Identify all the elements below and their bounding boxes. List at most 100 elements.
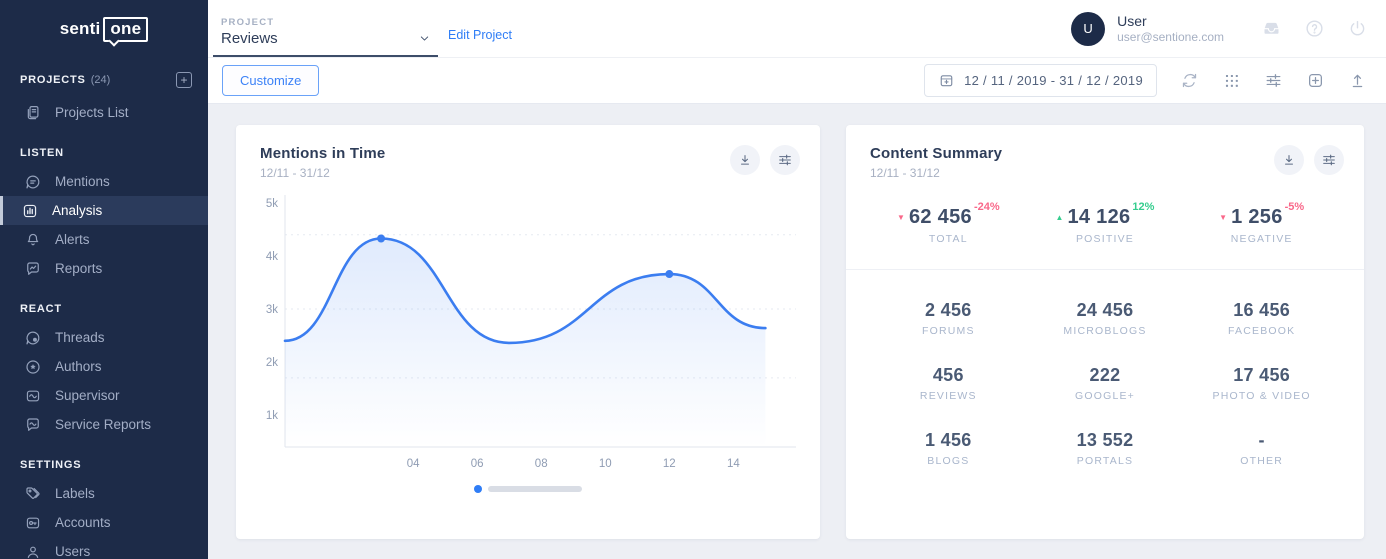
sidebar-item-accounts[interactable]: Accounts	[0, 508, 208, 537]
add-project-button[interactable]: +	[176, 72, 192, 88]
user-area[interactable]: U User user@sentione.com	[1071, 0, 1224, 57]
summary-stat-negative: ▼ 1 256 -5% NEGATIVE	[1183, 201, 1340, 245]
chart-marker[interactable]	[377, 234, 386, 243]
supervisor-icon	[23, 386, 42, 405]
stat-change: -24%	[973, 201, 1000, 213]
sidebar-item-label: Accounts	[55, 515, 111, 530]
sidebar-item-authors[interactable]: Authors	[0, 352, 208, 381]
sidebar-item-label: Analysis	[52, 203, 103, 218]
sidebar-item-service-reports[interactable]: Service Reports	[0, 410, 208, 439]
trend-down-icon: ▼	[1219, 213, 1228, 222]
cell-value: -	[1258, 430, 1265, 450]
project-selector-value: Reviews	[221, 30, 278, 47]
y-tick-label: 2k	[266, 357, 278, 369]
sidebar-item-alerts[interactable]: Alerts	[0, 225, 208, 254]
summary-cell-microblogs: 24 456 MICROBLOGS	[1027, 300, 1184, 337]
download-icon	[737, 152, 753, 168]
stat-value: 14 126	[1067, 206, 1131, 228]
add-widget-icon[interactable]	[1305, 70, 1326, 91]
sidebar-item-users[interactable]: Users	[0, 537, 208, 559]
sliders-icon	[777, 152, 793, 168]
chart-marker[interactable]	[665, 270, 674, 279]
cell-label: FACEBOOK	[1227, 325, 1296, 337]
summary-stats-row: ▼ 62 456 -24% TOTAL ▲ 14 126 12% POSITIVE ▼ 1 256…	[846, 180, 1364, 245]
projects-list-icon	[23, 103, 42, 122]
pagination-dot[interactable]	[474, 485, 482, 493]
sidebar-item-threads[interactable]: Threads	[0, 323, 208, 352]
sidebar-item-analysis[interactable]: Analysis	[0, 196, 208, 225]
sidebar-item-label: Labels	[55, 486, 95, 501]
download-icon	[1281, 152, 1297, 168]
alerts-icon	[23, 230, 42, 249]
date-range-picker[interactable]: 12 / 11 / 2019 - 31 / 12 / 2019	[924, 64, 1157, 97]
sidebar-item-labels[interactable]: Labels	[0, 479, 208, 508]
sidebar-section-settings: SETTINGS	[20, 459, 82, 471]
logo-row: senti one	[0, 0, 208, 58]
stat-change: 12%	[1132, 201, 1155, 213]
project-selector[interactable]: PROJECT Reviews	[213, 0, 438, 57]
grid-view-icon[interactable]	[1221, 70, 1242, 91]
chart-settings-button[interactable]	[770, 145, 800, 175]
stat-change: -5%	[1284, 201, 1305, 213]
date-range-value: 12 / 11 / 2019 - 31 / 12 / 2019	[964, 73, 1143, 88]
x-tick-label: 06	[471, 458, 484, 470]
avatar[interactable]: U	[1071, 11, 1106, 46]
projects-header: PROJECTS (24) +	[0, 58, 208, 98]
pagination-track[interactable]	[488, 486, 582, 492]
sidebar-item-projects-list[interactable]: Projects List	[0, 98, 208, 127]
edit-project-link[interactable]: Edit Project	[448, 27, 512, 42]
mentions-card-subtitle: 12/11 - 31/12	[260, 166, 330, 180]
cell-value: 13 552	[1076, 430, 1134, 450]
summary-cell-photo-video: 17 456 PHOTO & VIDEO	[1183, 365, 1340, 402]
user-name: User	[1117, 13, 1147, 29]
cell-value: 456	[932, 365, 964, 385]
download-button[interactable]	[730, 145, 760, 175]
x-tick-label: 04	[407, 458, 420, 470]
summary-cell-google: 222 GOOGLE+	[1027, 365, 1184, 402]
cell-value: 24 456	[1076, 300, 1134, 320]
project-selector-label: PROJECT	[221, 17, 275, 28]
summary-card-title: Content Summary	[870, 145, 1003, 162]
stat-top: ▼ 1 256 -5%	[1219, 201, 1304, 229]
stat-label: POSITIVE	[1075, 233, 1134, 245]
summary-settings-button[interactable]	[1314, 145, 1344, 175]
stat-value: 62 456	[908, 206, 972, 228]
trend-down-icon: ▼	[897, 213, 905, 222]
summary-cell-blogs: 1 456 BLOGS	[870, 430, 1027, 467]
refresh-icon[interactable]	[1179, 70, 1200, 91]
x-tick-label: 08	[535, 458, 548, 470]
cell-label: FORUMS	[921, 325, 975, 337]
topbar-spacer	[512, 0, 1071, 57]
sidebar-item-mentions[interactable]: Mentions	[0, 167, 208, 196]
inbox-icon[interactable]	[1260, 18, 1282, 40]
sliders-icon	[1321, 152, 1337, 168]
sidebar-item-supervisor[interactable]: Supervisor	[0, 381, 208, 410]
sidebar: senti one PROJECTS (24) + Projects List L…	[0, 0, 208, 559]
download-button[interactable]	[1274, 145, 1304, 175]
sidebar-item-label: Projects List	[55, 105, 129, 120]
export-icon[interactable]	[1347, 70, 1368, 91]
mentions-in-time-card: Mentions in Time 12/11 - 31/12 5k 4k 3k 2k 1…	[236, 125, 820, 539]
cell-value: 16 456	[1233, 300, 1291, 320]
summary-grid: 2 456 FORUMS 24 456 MICROBLOGS 16 456 FACEBOO…	[846, 270, 1364, 467]
y-tick-label: 1k	[266, 410, 278, 422]
accounts-icon	[23, 513, 42, 532]
summary-stat-positive: ▲ 14 126 12% POSITIVE	[1027, 201, 1184, 245]
mentions-card-titles: Mentions in Time 12/11 - 31/12	[260, 145, 385, 180]
cell-label: MICROBLOGS	[1063, 325, 1147, 337]
customize-button[interactable]: Customize	[222, 65, 320, 96]
mentions-card-actions	[730, 145, 800, 175]
y-tick-label: 5k	[266, 198, 278, 210]
chart-line	[283, 237, 767, 345]
user-info: User user@sentione.com	[1117, 13, 1224, 44]
cell-value: 17 456	[1233, 365, 1291, 385]
power-icon[interactable]	[1346, 18, 1368, 40]
sidebar-item-reports[interactable]: Reports	[0, 254, 208, 283]
filters-icon[interactable]	[1263, 70, 1284, 91]
x-tick-label: 14	[727, 458, 740, 470]
dashboard-content: Mentions in Time 12/11 - 31/12 5k 4k 3k 2k 1…	[208, 104, 1386, 559]
help-icon[interactable]	[1303, 18, 1325, 40]
stat-top: ▲ 14 126 12%	[1056, 201, 1155, 229]
sentione-logo[interactable]: senti one	[60, 16, 149, 42]
cell-value: 2 456	[925, 300, 972, 320]
